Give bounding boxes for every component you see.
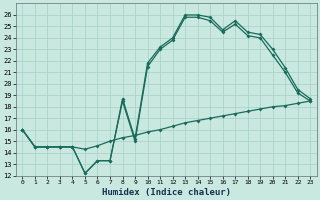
X-axis label: Humidex (Indice chaleur): Humidex (Indice chaleur) bbox=[102, 188, 231, 197]
